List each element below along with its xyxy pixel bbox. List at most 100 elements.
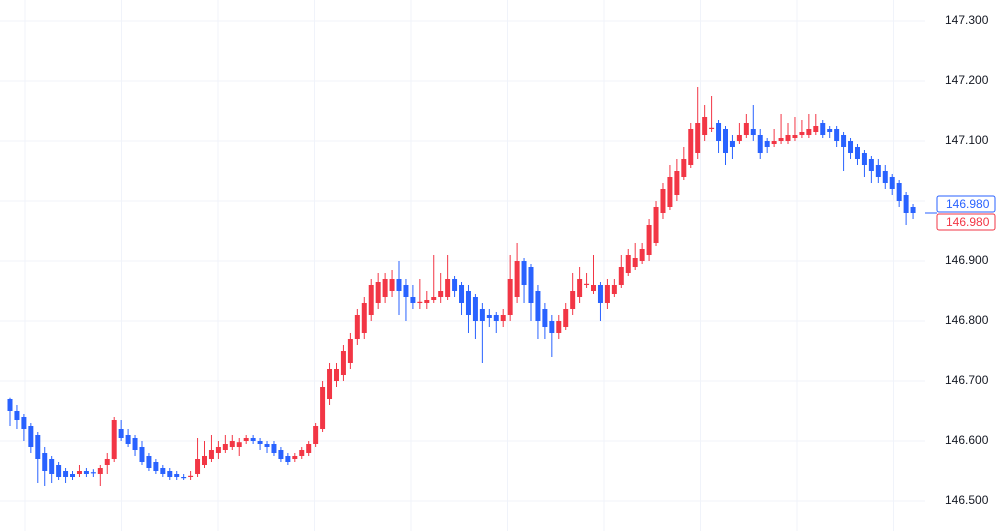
candle-body (542, 309, 548, 327)
candle-body (639, 249, 645, 261)
candle-body (889, 177, 895, 189)
candle-body (882, 171, 888, 183)
candle-body (896, 183, 902, 201)
candle-body (834, 129, 840, 141)
candle-body (389, 279, 395, 291)
candle-body (799, 132, 805, 135)
candle-body (111, 420, 117, 459)
candle-body (431, 297, 437, 300)
candle-body (757, 135, 763, 153)
candle-body (313, 426, 319, 444)
candle-body (806, 129, 812, 135)
candle-body (7, 399, 13, 411)
candle-body (445, 279, 451, 297)
candle-body (868, 159, 874, 171)
candle-body (14, 411, 20, 420)
candle-body (63, 471, 69, 477)
candle-body (722, 129, 728, 153)
candle-body (264, 444, 270, 447)
candle-body (736, 135, 742, 141)
candle-body (493, 315, 499, 321)
candle-body (653, 207, 659, 243)
candle-body (591, 285, 597, 291)
candle-body (21, 417, 27, 429)
candle-body (250, 438, 256, 441)
candle-body (396, 279, 402, 291)
candle-body (167, 471, 173, 477)
candle-body (472, 297, 478, 321)
candle-body (83, 471, 89, 474)
candle-body (42, 453, 48, 471)
candle-body (556, 321, 562, 333)
y-tick-label: 146.700 (945, 373, 989, 387)
candle-body (514, 261, 520, 297)
candle-body (660, 189, 666, 213)
candle-body (361, 303, 367, 333)
candle-body (841, 135, 847, 147)
y-tick-label: 147.200 (945, 73, 989, 87)
candle-body (438, 291, 444, 297)
candle-body (236, 442, 242, 447)
candle-body (729, 141, 735, 147)
candle-body (320, 387, 326, 429)
candle-body (146, 456, 152, 468)
candle-body (827, 129, 833, 132)
y-tick-label: 147.300 (945, 13, 989, 27)
candle-body (785, 135, 791, 141)
candle-body (792, 135, 798, 138)
candle-body (521, 261, 527, 285)
candle-body (208, 450, 214, 459)
candle-body (778, 138, 784, 141)
candle-body (771, 141, 777, 144)
candle-body (743, 123, 749, 135)
candle-body (90, 472, 96, 474)
candle-body (202, 456, 208, 465)
candle-body (188, 475, 194, 477)
candle-body (306, 444, 312, 453)
candle-body (577, 279, 583, 297)
candle-body (528, 267, 534, 303)
candle-body (299, 450, 305, 456)
candle-body (500, 315, 506, 321)
candle-body (125, 435, 131, 444)
candle-body (618, 267, 624, 285)
candle-body (139, 447, 145, 462)
candle-body (910, 207, 916, 213)
candle-body (257, 441, 263, 444)
candle-body (695, 123, 701, 153)
candle-body (285, 456, 291, 462)
candle-body (549, 321, 555, 333)
candle-body (563, 309, 569, 327)
candle-body (424, 300, 430, 303)
candle-body (507, 279, 513, 315)
candle-body (243, 438, 249, 441)
candle-body (271, 444, 277, 453)
candle-body (278, 450, 284, 459)
candle-body (49, 459, 55, 474)
candle-body (604, 285, 610, 303)
candle-body (195, 459, 201, 474)
candle-body (820, 123, 826, 135)
candle-body (535, 291, 541, 321)
candle-body (584, 283, 590, 285)
candle-body (410, 297, 416, 303)
candle-body (340, 351, 346, 375)
price-label: 146.980 (946, 197, 990, 211)
candle-body (160, 468, 166, 474)
candle-body (403, 285, 409, 297)
candle-body (76, 471, 82, 474)
candle-body (750, 129, 756, 135)
candle-body (229, 441, 235, 447)
candle-body (215, 447, 221, 453)
candle-body (813, 126, 819, 132)
y-tick-label: 146.500 (945, 493, 989, 507)
candle-body (861, 153, 867, 165)
candle-body (174, 474, 180, 477)
candle-body (570, 291, 576, 309)
candle-body (486, 315, 492, 318)
candle-body (452, 279, 458, 291)
candle-body (667, 177, 673, 207)
candle-body (181, 477, 187, 479)
candle-body (597, 285, 603, 303)
